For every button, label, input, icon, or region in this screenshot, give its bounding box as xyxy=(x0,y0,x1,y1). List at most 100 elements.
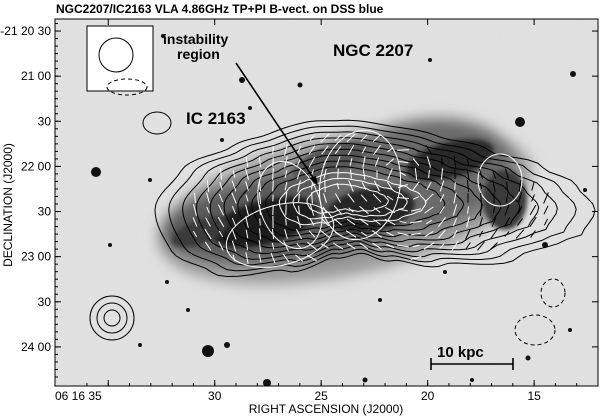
b-vector xyxy=(206,192,210,204)
b-vector xyxy=(298,205,300,215)
b-vector xyxy=(439,243,445,249)
b-vector xyxy=(504,168,510,180)
b-vector xyxy=(231,206,237,214)
b-vector xyxy=(347,144,355,156)
b-vector xyxy=(309,169,315,179)
y-tick-label: 21 00 xyxy=(21,69,51,83)
b-vector xyxy=(346,242,356,250)
b-vector xyxy=(479,217,483,227)
b-vector xyxy=(259,218,261,226)
y-tick-label: 30 xyxy=(38,114,52,128)
b-vector xyxy=(232,254,236,262)
b-vector xyxy=(332,242,344,250)
x-tick-label: 30 xyxy=(208,389,222,403)
b-vector xyxy=(192,217,198,227)
b-vector xyxy=(285,218,287,226)
b-vector xyxy=(451,240,459,252)
contour-level xyxy=(182,131,558,266)
contour-inner xyxy=(318,129,402,241)
b-vector xyxy=(297,158,301,166)
b-vector xyxy=(492,180,496,192)
b-vector xyxy=(438,216,446,228)
contour-level xyxy=(306,183,389,214)
b-vector xyxy=(323,158,327,166)
b-vector xyxy=(308,230,316,238)
b-vector xyxy=(454,182,456,190)
b-vector xyxy=(397,160,409,164)
b-vector xyxy=(452,204,458,216)
b-vector xyxy=(283,240,289,252)
b-vector xyxy=(387,147,393,153)
b-vector xyxy=(410,208,422,212)
b-vector xyxy=(245,229,249,239)
scale-bar-label: 10 kpc xyxy=(437,344,484,361)
radio-contours xyxy=(154,119,596,278)
b-vector xyxy=(529,216,537,228)
b-vector xyxy=(424,206,434,214)
b-vector xyxy=(410,256,422,260)
b-vector xyxy=(231,192,237,204)
b-vector xyxy=(204,228,212,240)
b-vector xyxy=(414,168,418,180)
b-vector xyxy=(336,182,340,190)
b-vector xyxy=(503,217,511,227)
b-vector xyxy=(296,242,302,250)
b-vector xyxy=(206,206,210,214)
background-source-contours xyxy=(89,295,135,341)
b-vector xyxy=(384,206,396,214)
b-vector xyxy=(245,168,249,180)
b-vector xyxy=(479,203,483,217)
b-vector xyxy=(359,218,369,226)
b-vector xyxy=(466,179,470,193)
b-vector xyxy=(398,208,408,212)
b-vector xyxy=(311,192,313,204)
y-tick-label: 23 00 xyxy=(21,250,51,264)
b-vector xyxy=(192,230,198,238)
b-vector xyxy=(323,168,327,180)
b-vector xyxy=(337,168,339,180)
b-vector xyxy=(517,206,523,214)
b-vector xyxy=(309,218,315,226)
b-vector xyxy=(205,217,211,227)
b-vector xyxy=(296,168,302,180)
b-vector xyxy=(284,144,288,156)
b-vector xyxy=(386,231,394,237)
b-vector xyxy=(218,241,224,251)
y-tick-label: -21 20 30 xyxy=(0,24,51,38)
b-vector xyxy=(372,134,382,142)
b-vector xyxy=(411,232,421,236)
b-vector xyxy=(309,204,315,216)
b-vector xyxy=(373,144,381,156)
b-vector xyxy=(465,242,471,250)
b-vector xyxy=(465,228,471,240)
b-vector xyxy=(284,156,288,168)
b-vector xyxy=(194,192,196,204)
negative-contours xyxy=(514,278,566,346)
b-vector xyxy=(284,169,288,179)
b-vector xyxy=(374,180,380,192)
contour-level xyxy=(223,148,502,249)
y-tick-label: 22 00 xyxy=(21,159,51,173)
b-vector xyxy=(258,253,262,263)
b-vector xyxy=(504,204,510,216)
b-vector xyxy=(231,217,237,227)
b-vector xyxy=(396,197,410,199)
b-vector xyxy=(384,218,396,226)
b-vector xyxy=(372,242,382,250)
ic2163-ring xyxy=(142,111,172,135)
b-vector xyxy=(321,243,329,249)
b-vector xyxy=(530,230,536,238)
b-vector xyxy=(320,133,330,143)
y-tick-label: 30 xyxy=(38,205,52,219)
b-vector xyxy=(294,254,304,262)
b-vector xyxy=(284,181,288,191)
b-vector xyxy=(334,135,342,141)
b-vector xyxy=(412,147,420,153)
b-vector xyxy=(453,156,457,168)
region-label: region xyxy=(177,46,220,62)
b-vector xyxy=(490,228,498,240)
b-vector xyxy=(467,206,469,214)
b-vector xyxy=(361,146,367,154)
b-vector xyxy=(515,229,525,239)
contour-level xyxy=(195,137,540,260)
